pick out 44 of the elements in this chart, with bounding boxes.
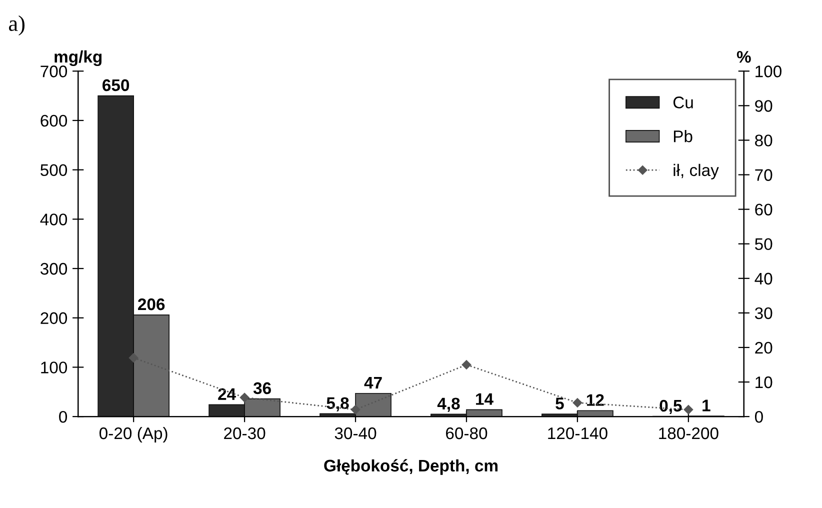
chart-title: a) [9,15,25,36]
data-label: 0,5 [660,400,682,414]
y2-axis-title: % [736,50,751,63]
y2-tick-label: 60 [755,204,772,216]
y-tick-label: 600 [40,114,68,127]
data-label: 1 [702,400,710,412]
x-tick-label: 30-40 [334,427,376,440]
data-label: 12 [586,394,604,406]
x-axis-title: Głębokość, Depth, cm [324,459,498,475]
x-tick-label: 180-200 [659,427,718,440]
y2-tick-label: 10 [756,376,772,388]
data-label: 4,8 [437,398,460,412]
data-label: 206 [138,298,165,310]
y2-tick-label: 70 [755,169,772,181]
y2-tick-label: 100 [756,66,782,78]
data-label: 36 [253,382,271,394]
legend-label: ił, clay [674,164,719,180]
y-tick-label: 300 [40,262,68,275]
data-label: 14 [476,393,494,405]
y-tick-label: 0 [59,410,68,423]
x-tick-label: 120-140 [548,427,608,440]
y2-tick-label: 80 [755,134,772,146]
data-label: 47 [364,377,382,389]
y-tick-label: 700 [40,66,68,78]
y2-tick-label: 0 [754,410,763,423]
data-label: 5 [556,398,564,410]
y2-tick-label: 50 [754,238,772,250]
y2-tick-label: 90 [755,100,772,112]
x-tick-label: 60-80 [446,427,488,440]
y-axis-title: mg/kg [54,50,102,66]
legend-label: Cu [673,96,693,108]
legend-label: Pb [674,130,692,142]
data-label: 650 [102,79,130,92]
y-tick-label: 500 [40,164,68,176]
y2-tick-label: 20 [755,342,772,354]
data-label: 5,8 [326,397,349,412]
y-tick-label: 200 [40,312,68,324]
x-tick-label: 20-30 [224,427,266,440]
y2-tick-label: 40 [754,272,772,285]
x-tick-label: 0-20 (Ap) [99,426,168,443]
data-label: 24 [218,388,236,400]
y2-tick-label: 30 [754,307,772,320]
y-tick-label: 100 [41,362,68,374]
y-tick-label: 400 [40,214,68,226]
